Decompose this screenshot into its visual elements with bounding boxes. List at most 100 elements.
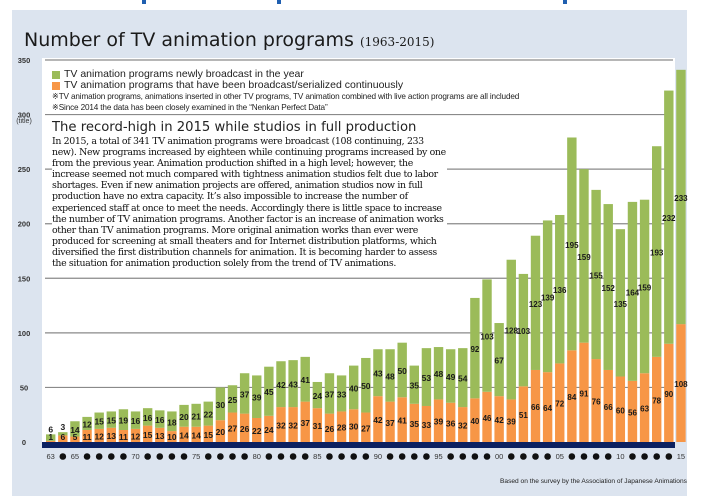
data-label-continuing: 11	[83, 432, 92, 442]
bar-new	[130, 411, 141, 429]
bar-continuing	[336, 411, 347, 442]
x-tick-dot	[144, 453, 151, 460]
x-tick-label: 90	[374, 452, 382, 461]
x-axis-baseline	[42, 442, 675, 448]
bar-new	[349, 365, 359, 410]
data-label-continuing: 12	[131, 431, 141, 441]
y-tick-label: 250	[18, 165, 31, 174]
bar-new	[288, 360, 298, 408]
bar-new	[312, 381, 323, 409]
data-label-new: 233	[674, 194, 688, 203]
bar-continuing	[676, 324, 686, 442]
y-tick-label: 200	[18, 220, 31, 229]
data-label-new: 45	[264, 387, 274, 397]
bar-continuing	[312, 408, 323, 442]
bar-continuing	[639, 373, 650, 442]
data-label-continuing: 27	[228, 423, 238, 433]
bars	[46, 69, 686, 442]
x-tick-dot	[386, 453, 394, 460]
data-label-new: 103	[480, 333, 494, 342]
x-tick-dot	[362, 453, 370, 460]
bar-continuing	[470, 398, 480, 442]
data-label-continuing: 72	[555, 400, 564, 409]
x-tick-dot	[156, 453, 164, 460]
x-tick-dot	[83, 453, 91, 460]
bar-new	[94, 412, 104, 429]
x-tick-dot	[665, 453, 673, 460]
data-label-continuing: 37	[300, 418, 310, 428]
data-label-continuing: 22	[252, 426, 262, 436]
legend-item-continuing: TV animation programs that have been bro…	[52, 80, 519, 91]
data-label-continuing: 15	[143, 430, 153, 440]
x-tick-label: 85	[313, 452, 321, 461]
x-tick-dot	[411, 453, 418, 460]
bar-continuing	[603, 369, 613, 442]
header-glyph-fragment	[563, 0, 567, 4]
data-label-new: 21	[191, 411, 201, 421]
data-label-new: 25	[228, 395, 238, 405]
data-label-new: 24	[313, 391, 323, 401]
data-label-new: 16	[143, 413, 153, 423]
data-label-continuing: 32	[458, 421, 468, 431]
data-label-new: 103	[517, 327, 531, 336]
legend-label-new: TV animation programs newly broadcast in…	[64, 68, 304, 80]
bar-continuing	[373, 396, 383, 442]
top-header-strip	[0, 0, 702, 10]
data-label-new: 16	[131, 416, 141, 426]
data-label-new: 48	[385, 371, 395, 381]
bar-new	[567, 137, 577, 351]
data-labels: 1663514111212151315111912161516131610181…	[48, 194, 688, 442]
bar-new	[603, 204, 613, 370]
data-label-new: 40	[349, 383, 359, 393]
y-axis-ticks: 0 50 100 150 200 250 300 350	[18, 56, 31, 447]
y-tick-label: 0	[22, 438, 26, 447]
data-label-new: 67	[494, 356, 504, 366]
x-tick-dot	[653, 453, 660, 460]
bar-continuing	[542, 372, 553, 442]
data-label-new: 16	[155, 415, 165, 425]
data-label-new: 152	[602, 284, 616, 293]
data-label-continuing: 90	[664, 390, 673, 399]
data-label-new: 15	[107, 416, 117, 426]
data-label-continuing: 66	[531, 403, 540, 412]
x-tick-label: 63	[47, 452, 55, 461]
bar-continuing	[664, 343, 674, 442]
bar-new	[227, 385, 238, 413]
data-label-new: 43	[373, 369, 383, 379]
bar-continuing	[494, 396, 504, 442]
bar-new	[324, 373, 335, 414]
data-label-continuing: 15	[204, 430, 214, 440]
bar-continuing	[445, 402, 456, 442]
data-label-new: 232	[662, 214, 676, 223]
bar-new	[239, 373, 250, 414]
data-label-continuing: 13	[155, 431, 165, 441]
bar-new	[530, 235, 541, 370]
x-tick-dot	[629, 453, 636, 460]
data-label-continuing: 64	[543, 404, 552, 413]
commentary-heading: The record-high in 2015 while studios in…	[52, 120, 417, 135]
bar-continuing	[203, 425, 213, 442]
data-label-continuing: 27	[361, 423, 371, 433]
bar-new	[482, 279, 492, 392]
legend-swatch-continuing	[52, 81, 60, 90]
data-label-new: 48	[434, 369, 444, 379]
bar-continuing	[118, 429, 129, 442]
data-label-new: 42	[276, 380, 286, 390]
bar-new	[167, 411, 177, 432]
x-tick-dot	[289, 453, 297, 460]
bar-continuing	[191, 426, 201, 442]
data-label-new: 20	[179, 412, 189, 422]
data-label-continuing: 46	[483, 414, 492, 423]
bar-continuing	[167, 431, 177, 442]
bar-new	[676, 69, 686, 325]
x-tick-dot	[265, 453, 273, 460]
bar-new	[579, 169, 589, 343]
x-tick-label: 80	[253, 452, 261, 461]
x-tick-dot	[580, 453, 588, 460]
bar-new	[70, 421, 80, 437]
x-axis-ticks: 63 65 70 75 80 85 90 95 00 05 10 15	[47, 452, 686, 461]
x-tick-dot	[217, 453, 224, 460]
bar-new	[203, 401, 213, 426]
bar-continuing	[324, 413, 335, 442]
data-label-continuing: 42	[373, 415, 383, 425]
